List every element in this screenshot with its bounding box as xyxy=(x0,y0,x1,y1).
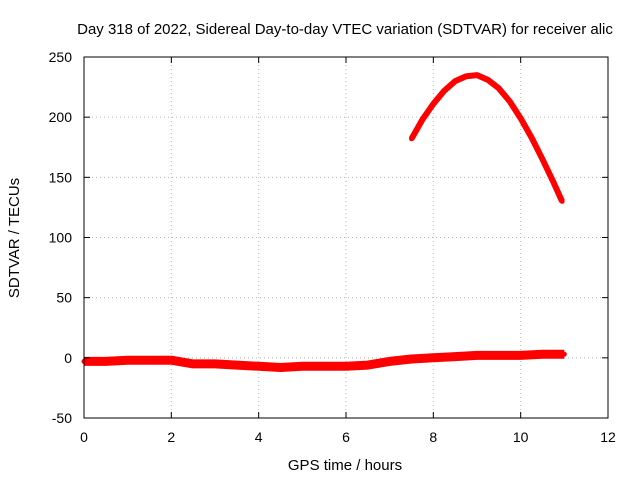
data-point xyxy=(299,363,305,369)
x-tick-label: 6 xyxy=(342,429,350,445)
x-tick-label: 10 xyxy=(513,429,529,445)
data-point xyxy=(125,357,131,363)
y-tick-label: 200 xyxy=(49,109,73,125)
data-point xyxy=(409,136,414,142)
data-point xyxy=(518,352,524,358)
data-point xyxy=(550,179,556,185)
data-point xyxy=(496,85,502,91)
data-point xyxy=(518,115,524,121)
y-tick-label: 0 xyxy=(64,350,72,366)
data-point xyxy=(256,363,262,369)
data-point xyxy=(441,88,447,94)
data-point xyxy=(278,365,283,370)
y-tick-label: 50 xyxy=(56,290,72,306)
data-point xyxy=(430,355,436,361)
data-point xyxy=(430,101,436,107)
data-point xyxy=(452,354,458,360)
data-point xyxy=(343,363,349,369)
x-tick-label: 0 xyxy=(80,429,88,445)
y-tick-label: 250 xyxy=(49,49,73,65)
data-point xyxy=(147,357,152,363)
data-point xyxy=(419,117,425,123)
data-point xyxy=(365,362,371,368)
y-tick-label: 100 xyxy=(49,230,73,246)
data-point xyxy=(212,361,218,367)
x-axis-label: GPS time / hours xyxy=(288,457,402,474)
chart-title: Day 318 of 2022, Sidereal Day-to-day VTE… xyxy=(77,21,613,38)
data-point xyxy=(234,362,240,368)
data-point xyxy=(540,351,545,357)
x-tick-label: 12 xyxy=(600,429,616,445)
data-point xyxy=(387,358,393,364)
data-point xyxy=(474,352,480,358)
y-tick-label: 150 xyxy=(49,169,73,185)
data-point xyxy=(540,156,545,162)
x-tick-label: 2 xyxy=(167,429,175,445)
series-line-0 xyxy=(408,72,565,203)
data-point xyxy=(559,198,565,204)
data-point xyxy=(168,357,174,363)
data-series xyxy=(81,72,567,372)
axis-ticks: 0 2 4 6 8 10 12 -50 0 50 100 150 200 250 xyxy=(49,49,616,445)
data-point xyxy=(103,358,109,364)
data-point xyxy=(463,73,469,79)
data-point xyxy=(496,352,502,358)
data-point xyxy=(409,356,414,362)
data-point xyxy=(452,78,458,84)
data-point xyxy=(507,99,513,104)
data-point xyxy=(321,363,327,369)
y-axis-label: SDTVAR / TECUs xyxy=(6,178,23,298)
data-point xyxy=(529,135,535,141)
data-point xyxy=(190,361,196,367)
data-point xyxy=(474,72,480,78)
x-tick-label: 4 xyxy=(255,429,263,445)
data-point xyxy=(561,351,567,357)
data-point xyxy=(485,77,491,83)
x-tick-label: 8 xyxy=(429,429,437,445)
y-tick-label: -50 xyxy=(52,410,72,426)
